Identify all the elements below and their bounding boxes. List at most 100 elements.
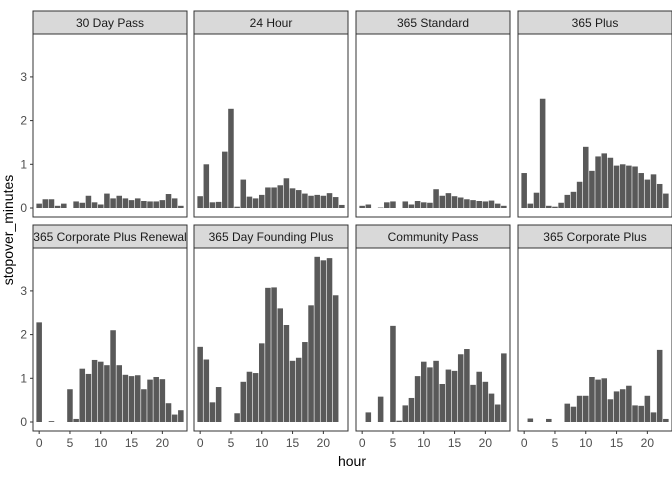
- bar: [427, 367, 433, 422]
- panel-background: [194, 34, 348, 217]
- bar: [110, 198, 116, 208]
- bar: [534, 193, 540, 208]
- bar: [470, 385, 476, 422]
- bar: [415, 201, 421, 208]
- bar: [632, 405, 638, 422]
- bar: [259, 195, 265, 208]
- bar: [601, 153, 607, 208]
- bar: [80, 203, 86, 208]
- bar: [638, 406, 644, 422]
- bar: [403, 201, 409, 208]
- bar: [110, 330, 116, 422]
- bar: [626, 166, 632, 208]
- y-tick-label: 3: [20, 70, 27, 84]
- bar: [228, 109, 234, 208]
- bar: [234, 413, 240, 422]
- bar: [259, 343, 265, 422]
- x-tick-label: 15: [125, 436, 139, 450]
- bar: [135, 375, 141, 422]
- x-tick-label: 20: [156, 436, 170, 450]
- bar: [409, 205, 415, 209]
- bar: [55, 206, 61, 208]
- bar: [620, 389, 626, 422]
- facet-strip-label: 365 Corporate Plus Renewal: [33, 230, 186, 244]
- bar: [253, 198, 259, 208]
- bar: [595, 156, 601, 208]
- bar: [589, 171, 595, 208]
- bar: [241, 180, 247, 208]
- bar: [339, 205, 345, 208]
- y-tick-label: 0: [20, 201, 27, 215]
- bar: [141, 201, 147, 208]
- x-tick-label: 0: [197, 436, 204, 450]
- x-tick-label: 5: [228, 436, 235, 450]
- bar: [439, 384, 445, 422]
- bar: [546, 206, 552, 208]
- facet-strip-label: 24 Hour: [250, 16, 293, 30]
- bar: [464, 199, 470, 208]
- bar: [476, 201, 482, 208]
- bar: [296, 358, 302, 422]
- panel-background: [33, 34, 187, 217]
- bar: [483, 382, 489, 422]
- bar: [129, 200, 135, 208]
- bar: [73, 419, 79, 422]
- bar: [314, 195, 320, 208]
- bar: [123, 375, 129, 422]
- x-tick-label: 20: [641, 436, 655, 450]
- facet-panel: 365 Standard: [356, 11, 510, 217]
- x-tick-label: 20: [479, 436, 493, 450]
- bar: [314, 257, 320, 422]
- bar: [308, 305, 314, 422]
- x-tick-label: 10: [417, 436, 431, 450]
- bar: [495, 204, 501, 208]
- bar: [433, 189, 439, 208]
- x-tick-label: 15: [286, 436, 300, 450]
- bar: [415, 376, 421, 422]
- bar: [49, 199, 55, 208]
- bar: [284, 325, 290, 422]
- bar: [470, 200, 476, 208]
- x-tick-label: 15: [448, 436, 462, 450]
- bar: [483, 201, 489, 208]
- bar: [452, 196, 458, 208]
- bar: [558, 203, 564, 208]
- facet-panel: 365 Plus: [518, 11, 672, 217]
- bar: [540, 99, 546, 208]
- facet-strip-label: 365 Day Founding Plus: [209, 230, 334, 244]
- bar: [583, 147, 589, 208]
- bar: [290, 188, 296, 208]
- bar: [123, 198, 129, 208]
- bar: [595, 380, 601, 422]
- bar: [528, 419, 534, 423]
- bar: [446, 193, 452, 208]
- bar: [657, 350, 663, 422]
- bar: [271, 287, 277, 422]
- bar: [43, 199, 49, 208]
- bar: [501, 206, 507, 208]
- bar: [645, 180, 651, 208]
- x-tick-label: 0: [36, 436, 43, 450]
- bar: [147, 380, 153, 422]
- bar: [210, 402, 216, 422]
- bar: [241, 382, 247, 422]
- bar: [135, 198, 141, 208]
- bar: [333, 295, 339, 422]
- bar: [546, 419, 552, 422]
- bar: [589, 377, 595, 422]
- bar: [61, 204, 67, 208]
- x-tick-label: 5: [390, 436, 397, 450]
- facet-strip-label: 365 Standard: [397, 16, 469, 30]
- bar: [80, 369, 86, 422]
- bar: [153, 201, 159, 208]
- bar: [403, 405, 409, 422]
- bar: [464, 349, 470, 422]
- bar: [571, 192, 577, 208]
- bar: [608, 158, 614, 208]
- bar: [49, 421, 55, 422]
